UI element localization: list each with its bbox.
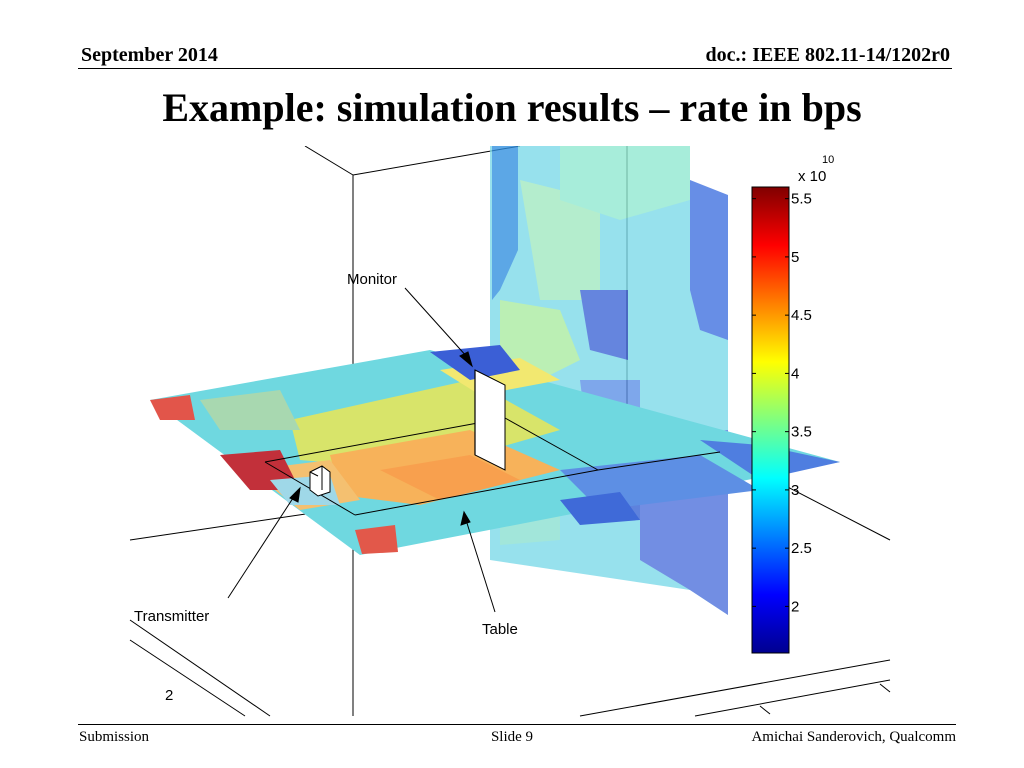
colorbar-exponent: 10 — [822, 154, 834, 166]
footer-slide-number: Slide 9 — [490, 729, 534, 745]
footer-submission: Submission — [79, 729, 150, 745]
colorbar-tick-label: 4.5 — [791, 307, 812, 324]
simulation-figure: Monitor Transmitter Table 2 5.5 5 4.5 4 3.5 3… — [125, 145, 891, 718]
header-rule — [78, 68, 952, 69]
colorbar: 5.5 5 4.5 4 3.5 3 2.5 2 x 10 10 — [751, 154, 834, 654]
monitor-panel — [474, 369, 506, 471]
figure-svg: Monitor Transmitter Table 2 5.5 5 4.5 4 3.5 3… — [129, 145, 891, 717]
colorbar-tick-label: 5.5 — [791, 191, 812, 208]
colorbar-tick-label: 3.5 — [791, 424, 812, 441]
colorbar-ticks: 5.5 5 4.5 4 3.5 3 2.5 2 — [752, 191, 812, 615]
transmitter-label: Transmitter — [134, 608, 209, 625]
colorbar-tick-label: 2 — [791, 598, 799, 615]
colorbar-tick-label: 2.5 — [791, 540, 812, 557]
colorbar-exponent-base: x 10 — [798, 168, 826, 185]
footer-author: Amichai Sanderovich, Qualcomm — [751, 729, 956, 745]
monitor-label: Monitor — [347, 271, 397, 288]
colorbar-tick-label: 3 — [791, 482, 799, 499]
header-doc-id: doc.: IEEE 802.11-14/1202r0 — [705, 44, 950, 66]
slide-title: Example: simulation results – rate in bp… — [162, 85, 862, 130]
colorbar-gradient — [751, 186, 790, 654]
header-date: September 2014 — [81, 44, 218, 66]
transmitter-box — [309, 465, 331, 497]
footer-rule — [78, 724, 956, 725]
colorbar-tick-label: 4 — [791, 365, 799, 382]
axis-tick-label: 2 — [165, 687, 173, 704]
table-label: Table — [482, 621, 518, 638]
annotation-arrows — [227, 287, 496, 613]
colorbar-tick-label: 5 — [791, 249, 799, 266]
